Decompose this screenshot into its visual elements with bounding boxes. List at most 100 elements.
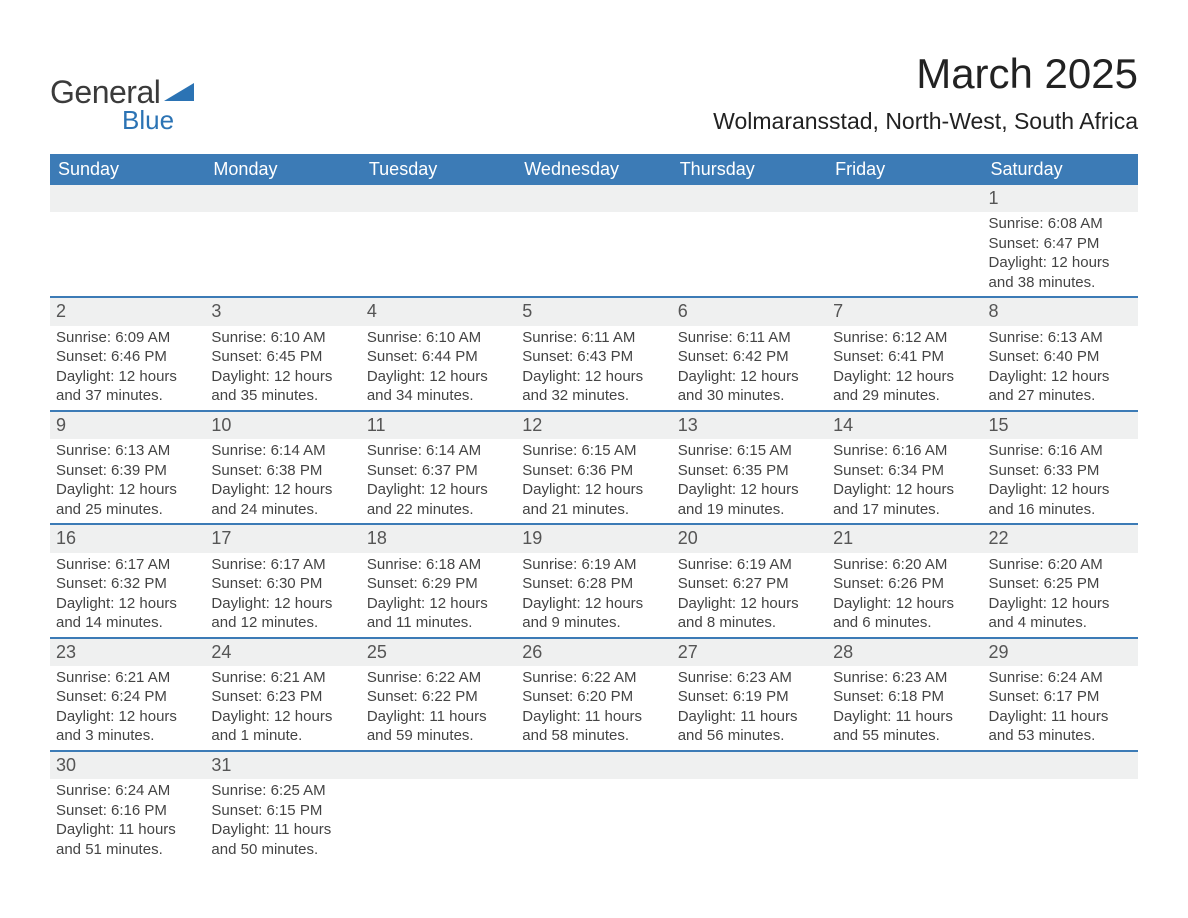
day-detail-cell: Sunrise: 6:25 AMSunset: 6:15 PMDaylight:… — [205, 779, 360, 863]
day-number: 10 — [205, 412, 360, 439]
daylight-text: Daylight: 12 hours — [989, 480, 1130, 500]
daylight-text: and 17 minutes. — [833, 500, 974, 520]
logo-triangle-icon — [164, 79, 194, 106]
weekday-header: Friday — [827, 154, 982, 185]
daylight-text: and 35 minutes. — [211, 386, 352, 406]
day-number-cell — [361, 751, 516, 779]
day-number-cell — [827, 185, 982, 212]
day-number: 21 — [827, 525, 982, 552]
daylight-text: and 32 minutes. — [522, 386, 663, 406]
sunrise-text: Sunrise: 6:10 AM — [367, 328, 508, 348]
day-detail-cell: Sunrise: 6:17 AMSunset: 6:30 PMDaylight:… — [205, 553, 360, 638]
day-number-cell: 15 — [983, 411, 1138, 439]
day-detail-cell: Sunrise: 6:20 AMSunset: 6:25 PMDaylight:… — [983, 553, 1138, 638]
sunset-text: Sunset: 6:16 PM — [56, 801, 197, 821]
day-detail-cell: Sunrise: 6:18 AMSunset: 6:29 PMDaylight:… — [361, 553, 516, 638]
daylight-text: and 38 minutes. — [989, 273, 1130, 293]
daylight-text: and 6 minutes. — [833, 613, 974, 633]
day-detail: Sunrise: 6:15 AMSunset: 6:35 PMDaylight:… — [672, 439, 827, 523]
daylight-text: Daylight: 12 hours — [989, 253, 1130, 273]
sunset-text: Sunset: 6:35 PM — [678, 461, 819, 481]
day-number-cell — [827, 751, 982, 779]
calendar-table: Sunday Monday Tuesday Wednesday Thursday… — [50, 154, 1138, 863]
day-number: 13 — [672, 412, 827, 439]
day-detail: Sunrise: 6:21 AMSunset: 6:24 PMDaylight:… — [50, 666, 205, 750]
daylight-text: Daylight: 12 hours — [522, 367, 663, 387]
day-number: 20 — [672, 525, 827, 552]
day-detail-cell: Sunrise: 6:14 AMSunset: 6:38 PMDaylight:… — [205, 439, 360, 524]
month-title: March 2025 — [713, 50, 1138, 98]
sunset-text: Sunset: 6:17 PM — [989, 687, 1130, 707]
daylight-text: and 51 minutes. — [56, 840, 197, 860]
daylight-text: and 58 minutes. — [522, 726, 663, 746]
sunset-text: Sunset: 6:44 PM — [367, 347, 508, 367]
day-detail: Sunrise: 6:08 AMSunset: 6:47 PMDaylight:… — [983, 212, 1138, 296]
day-detail-cell: Sunrise: 6:15 AMSunset: 6:35 PMDaylight:… — [672, 439, 827, 524]
day-number-cell: 30 — [50, 751, 205, 779]
day-detail: Sunrise: 6:21 AMSunset: 6:23 PMDaylight:… — [205, 666, 360, 750]
daylight-text: Daylight: 11 hours — [678, 707, 819, 727]
day-number: 15 — [983, 412, 1138, 439]
day-detail-cell — [361, 212, 516, 297]
day-number-cell: 3 — [205, 297, 360, 325]
day-number-row: 3031 — [50, 751, 1138, 779]
daylight-text: Daylight: 12 hours — [211, 367, 352, 387]
day-detail-cell — [827, 212, 982, 297]
day-detail: Sunrise: 6:13 AMSunset: 6:39 PMDaylight:… — [50, 439, 205, 523]
day-number: 31 — [205, 752, 360, 779]
sunrise-text: Sunrise: 6:25 AM — [211, 781, 352, 801]
day-detail-row: Sunrise: 6:17 AMSunset: 6:32 PMDaylight:… — [50, 553, 1138, 638]
day-number-cell: 21 — [827, 524, 982, 552]
day-number-cell: 16 — [50, 524, 205, 552]
daylight-text: Daylight: 12 hours — [678, 367, 819, 387]
day-detail-cell: Sunrise: 6:17 AMSunset: 6:32 PMDaylight:… — [50, 553, 205, 638]
day-number-cell: 19 — [516, 524, 671, 552]
day-detail: Sunrise: 6:10 AMSunset: 6:44 PMDaylight:… — [361, 326, 516, 410]
day-number: 28 — [827, 639, 982, 666]
day-number-cell — [672, 751, 827, 779]
daylight-text: and 50 minutes. — [211, 840, 352, 860]
day-number: 8 — [983, 298, 1138, 325]
day-number: 16 — [50, 525, 205, 552]
daylight-text: Daylight: 11 hours — [56, 820, 197, 840]
weekday-header: Tuesday — [361, 154, 516, 185]
day-detail: Sunrise: 6:12 AMSunset: 6:41 PMDaylight:… — [827, 326, 982, 410]
day-detail: Sunrise: 6:18 AMSunset: 6:29 PMDaylight:… — [361, 553, 516, 637]
daylight-text: and 37 minutes. — [56, 386, 197, 406]
sunset-text: Sunset: 6:34 PM — [833, 461, 974, 481]
weekday-header: Sunday — [50, 154, 205, 185]
sunset-text: Sunset: 6:19 PM — [678, 687, 819, 707]
daylight-text: Daylight: 11 hours — [833, 707, 974, 727]
sunrise-text: Sunrise: 6:20 AM — [833, 555, 974, 575]
day-detail-cell: Sunrise: 6:11 AMSunset: 6:43 PMDaylight:… — [516, 326, 671, 411]
daylight-text: and 34 minutes. — [367, 386, 508, 406]
daylight-text: Daylight: 12 hours — [678, 594, 819, 614]
day-number-cell: 7 — [827, 297, 982, 325]
daylight-text: Daylight: 12 hours — [989, 367, 1130, 387]
daylight-text: Daylight: 11 hours — [989, 707, 1130, 727]
sunrise-text: Sunrise: 6:08 AM — [989, 214, 1130, 234]
day-detail-cell — [361, 779, 516, 863]
day-detail-cell — [983, 779, 1138, 863]
daylight-text: Daylight: 12 hours — [522, 480, 663, 500]
day-detail: Sunrise: 6:23 AMSunset: 6:18 PMDaylight:… — [827, 666, 982, 750]
sunrise-text: Sunrise: 6:16 AM — [833, 441, 974, 461]
day-detail-cell: Sunrise: 6:12 AMSunset: 6:41 PMDaylight:… — [827, 326, 982, 411]
title-block: March 2025 Wolmaransstad, North-West, So… — [713, 50, 1138, 135]
day-number-cell: 18 — [361, 524, 516, 552]
daylight-text: Daylight: 11 hours — [211, 820, 352, 840]
day-number: 5 — [516, 298, 671, 325]
day-detail-cell: Sunrise: 6:13 AMSunset: 6:39 PMDaylight:… — [50, 439, 205, 524]
daylight-text: Daylight: 12 hours — [678, 480, 819, 500]
day-number-cell: 31 — [205, 751, 360, 779]
day-detail-row: Sunrise: 6:21 AMSunset: 6:24 PMDaylight:… — [50, 666, 1138, 751]
sunset-text: Sunset: 6:36 PM — [522, 461, 663, 481]
day-number: 24 — [205, 639, 360, 666]
day-detail-cell — [672, 779, 827, 863]
daylight-text: and 25 minutes. — [56, 500, 197, 520]
day-number: 9 — [50, 412, 205, 439]
day-number-cell — [361, 185, 516, 212]
daylight-text: and 21 minutes. — [522, 500, 663, 520]
day-detail-cell: Sunrise: 6:13 AMSunset: 6:40 PMDaylight:… — [983, 326, 1138, 411]
daylight-text: and 55 minutes. — [833, 726, 974, 746]
